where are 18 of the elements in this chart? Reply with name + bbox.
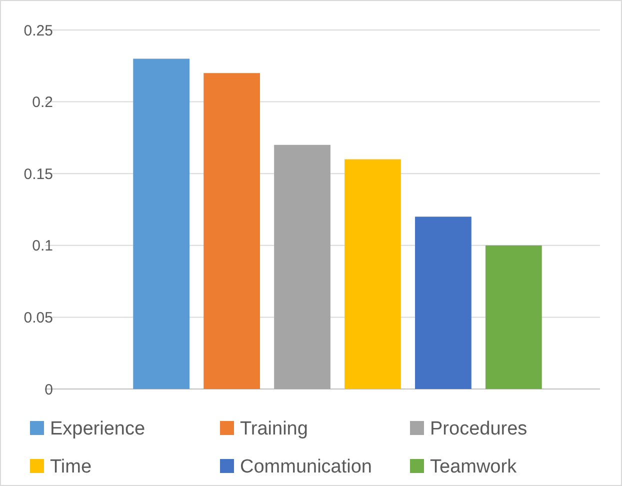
legend-label: Time xyxy=(50,456,92,478)
y-tick-label: 0.2 xyxy=(32,94,53,112)
legend-label: Training xyxy=(240,418,308,440)
bar xyxy=(274,144,330,389)
bar xyxy=(485,245,542,389)
bar xyxy=(344,159,401,389)
y-tick-label: 0.25 xyxy=(24,22,53,40)
y-tick-label: 0 xyxy=(44,381,53,398)
bar xyxy=(204,73,260,389)
bar xyxy=(133,58,190,389)
legend-label: Procedures xyxy=(430,418,528,440)
bar xyxy=(415,216,472,389)
legend-label: Experience xyxy=(50,418,146,440)
y-tick-label: 0.15 xyxy=(24,166,53,183)
legend-label: Teamwork xyxy=(430,456,518,478)
y-tick-label: 0.05 xyxy=(24,309,53,326)
y-tick-label: 0.1 xyxy=(32,238,53,255)
legend-label: Communication xyxy=(240,456,372,478)
